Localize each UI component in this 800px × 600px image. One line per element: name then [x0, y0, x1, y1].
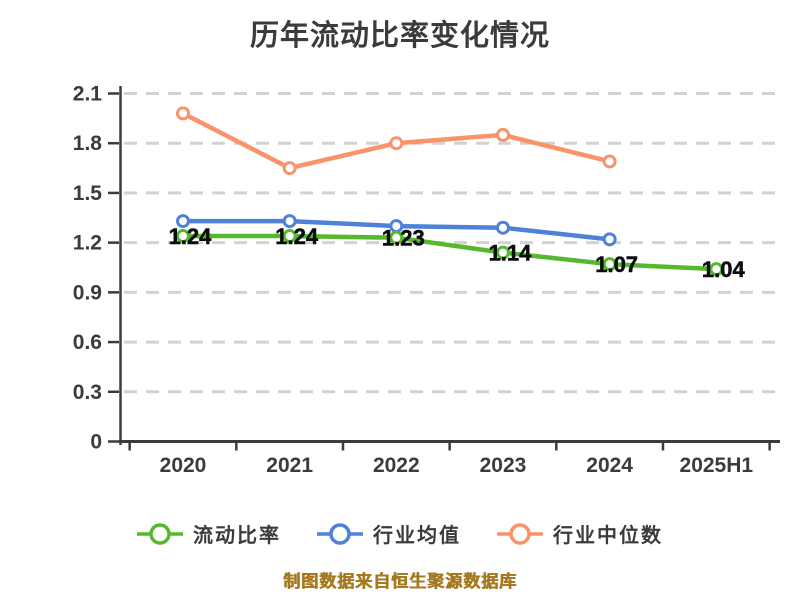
legend-item-industry-avg: 行业均值: [317, 519, 461, 548]
chart-title: 历年流动比率变化情况: [249, 20, 550, 52]
legend-item-label: 流动比率: [193, 525, 281, 547]
industry-median-legend-marker-icon: [497, 522, 543, 545]
current-ratio-line: [180, 233, 719, 272]
current-ratio-point-marker: [602, 257, 617, 272]
legend-circle: [149, 522, 171, 545]
x-tick-label: 2024: [586, 454, 633, 477]
legend-item-label: 行业中位数: [553, 525, 663, 547]
y-tick-label: 1.2: [73, 232, 102, 255]
y-tick-label: 0.9: [73, 281, 102, 304]
industry-median-point-marker: [176, 106, 190, 121]
x-tick-label: 2020: [160, 454, 207, 477]
current-ratio-point-marker: [282, 229, 297, 244]
y-tick-label: 1.5: [73, 182, 103, 205]
industry-median-point-marker: [602, 154, 617, 169]
legend-item-industry-median: 行业中位数: [497, 519, 663, 548]
current-ratio-point-marker: [389, 230, 404, 245]
x-tick-label: 2025H1: [680, 454, 754, 477]
data-point-label: 1.24: [275, 224, 319, 249]
data-source-note: 制图数据来自恒生聚源数据库: [283, 572, 517, 591]
x-tick-label: 2023: [480, 454, 527, 477]
industry-avg-point-marker: [602, 232, 617, 247]
data-point-label: 1.23: [382, 226, 425, 251]
industry-median-point-marker: [495, 127, 510, 142]
data-point-label: 1.24: [169, 224, 213, 249]
legend-circle: [509, 522, 531, 545]
industry-avg-point-marker: [495, 220, 510, 235]
data-point-label: 1.07: [595, 252, 638, 277]
chart-legend: 流动比率 行业均值 行业中位数: [0, 519, 800, 548]
y-tick-label: 2.1: [73, 83, 103, 106]
data-point-label: 1.04: [702, 257, 746, 282]
y-tick-label: 1.8: [73, 132, 103, 155]
current-ratio-point-marker: [709, 262, 724, 277]
legend-circle: [329, 522, 351, 545]
x-tick-label: 2021: [266, 454, 313, 477]
current-ratio-point-marker: [495, 245, 510, 260]
data-point-label: 1.14: [489, 241, 533, 266]
industry-median-point-marker: [389, 136, 404, 151]
legend-item-label: 行业均值: [373, 525, 461, 547]
current-ratio-point-marker: [176, 229, 190, 244]
y-tick-label: 0.6: [73, 331, 102, 354]
industry-avg-legend-marker-icon: [317, 522, 363, 545]
current-ratio-legend-marker-icon: [137, 522, 183, 545]
industry-avg-point-marker: [282, 214, 297, 229]
legend-item-current-ratio: 流动比率: [137, 519, 281, 548]
x-tick-label: 2022: [373, 454, 420, 477]
industry-median-point-marker: [282, 161, 297, 176]
industry-avg-point-marker: [176, 214, 190, 229]
y-tick-label: 0.3: [73, 381, 102, 404]
y-tick-label: 0: [90, 431, 102, 454]
